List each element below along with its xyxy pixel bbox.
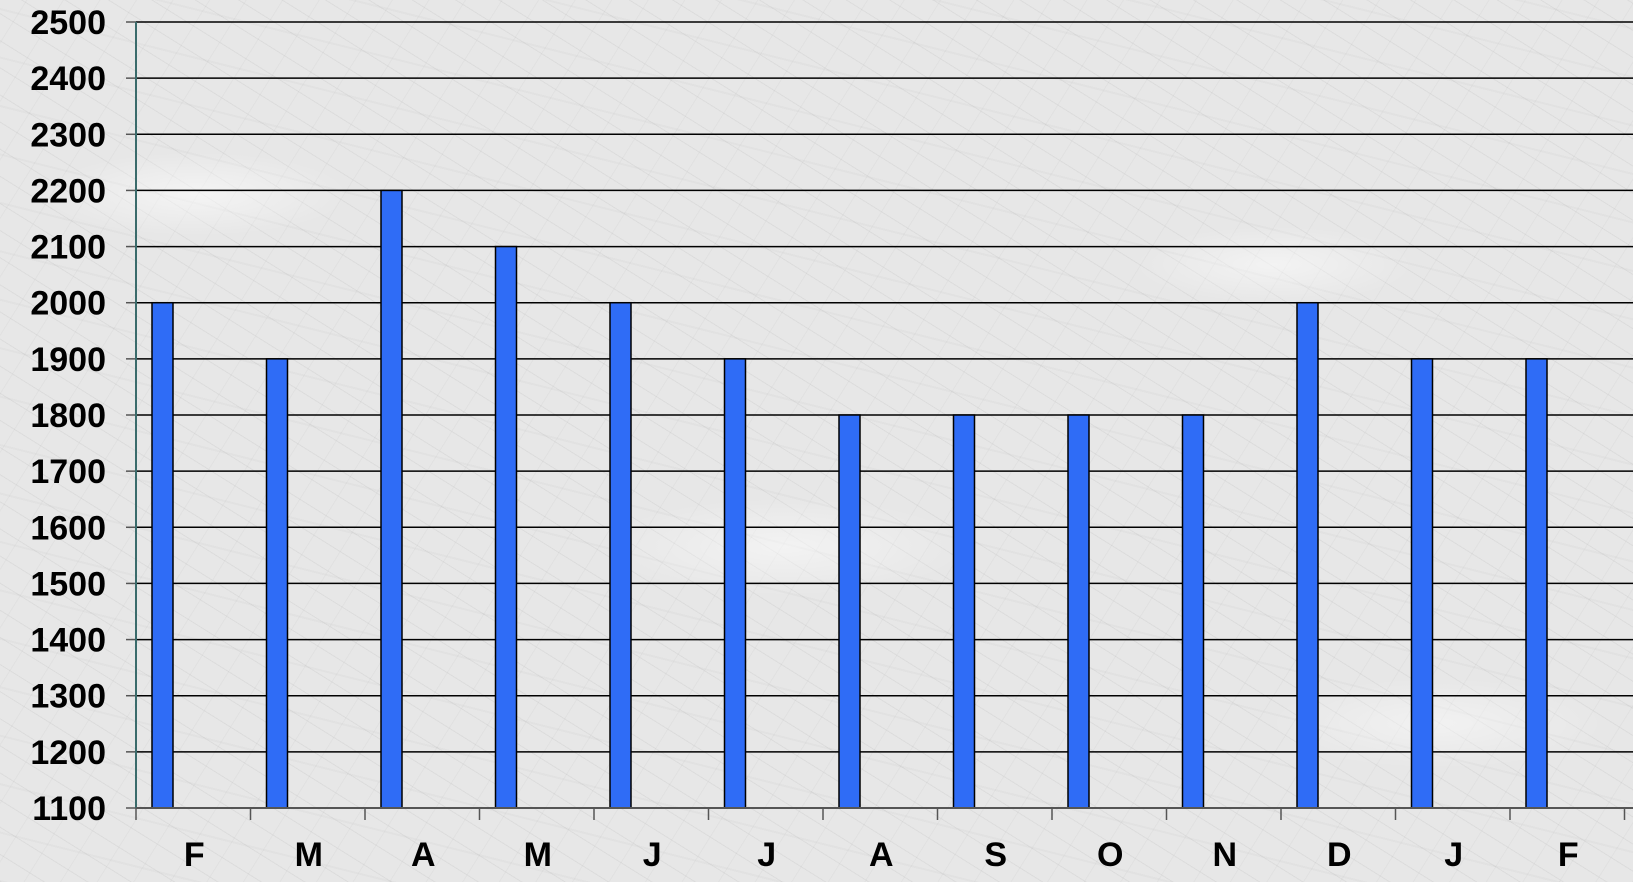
x-tick-label: J bbox=[1444, 836, 1463, 874]
y-tick-label: 1600 bbox=[30, 509, 106, 547]
bar bbox=[838, 414, 861, 809]
y-tick-label: 2100 bbox=[30, 229, 106, 267]
x-tick-label: J bbox=[757, 836, 776, 874]
y-tick-labels: 1100 1200 1300 1400 1500 1600 1700 1800 1900 2000… bbox=[30, 4, 106, 828]
bars bbox=[151, 189, 1548, 809]
y-tick-label: 2300 bbox=[30, 116, 106, 154]
x-tick-label: D bbox=[1327, 836, 1352, 874]
x-tick-label: M bbox=[524, 836, 552, 874]
y-tick-label: 2000 bbox=[30, 285, 106, 323]
y-tick-label: 2500 bbox=[30, 4, 106, 42]
y-tick-label: 1200 bbox=[30, 734, 106, 772]
x-tick-label: M bbox=[295, 836, 323, 874]
y-tick-label: 1100 bbox=[32, 790, 106, 828]
bar bbox=[1410, 358, 1434, 809]
bar bbox=[1525, 358, 1548, 809]
bar bbox=[1181, 414, 1205, 809]
bar bbox=[1296, 301, 1319, 809]
y-tick-label: 1300 bbox=[30, 678, 106, 716]
y-tick-label: 1400 bbox=[30, 622, 106, 660]
y-tick-label: 1500 bbox=[30, 565, 106, 603]
x-tick-label: F bbox=[1558, 836, 1579, 874]
x-tick-label: N bbox=[1212, 836, 1237, 874]
bar bbox=[265, 358, 289, 809]
x-tick-label: A bbox=[411, 836, 436, 874]
y-tick-label: 2200 bbox=[30, 172, 106, 210]
bar bbox=[609, 301, 632, 809]
bar bbox=[494, 245, 518, 809]
y-tick-label: 1800 bbox=[30, 397, 106, 435]
bar bbox=[151, 301, 174, 809]
x-tick-label: A bbox=[869, 836, 894, 874]
y-tick-label: 2400 bbox=[30, 60, 106, 98]
bar bbox=[952, 414, 976, 809]
bar bbox=[723, 358, 747, 809]
bar bbox=[380, 189, 403, 809]
x-tick-label: J bbox=[643, 836, 662, 874]
axes bbox=[126, 21, 1633, 820]
bar bbox=[1067, 414, 1090, 809]
y-tick-label: 1700 bbox=[30, 453, 106, 491]
x-tick-label: S bbox=[984, 836, 1007, 874]
x-tick-label: F bbox=[184, 836, 205, 874]
x-tick-label: O bbox=[1097, 836, 1123, 874]
gridlines bbox=[136, 21, 1633, 753]
y-tick-label: 1900 bbox=[30, 341, 106, 379]
